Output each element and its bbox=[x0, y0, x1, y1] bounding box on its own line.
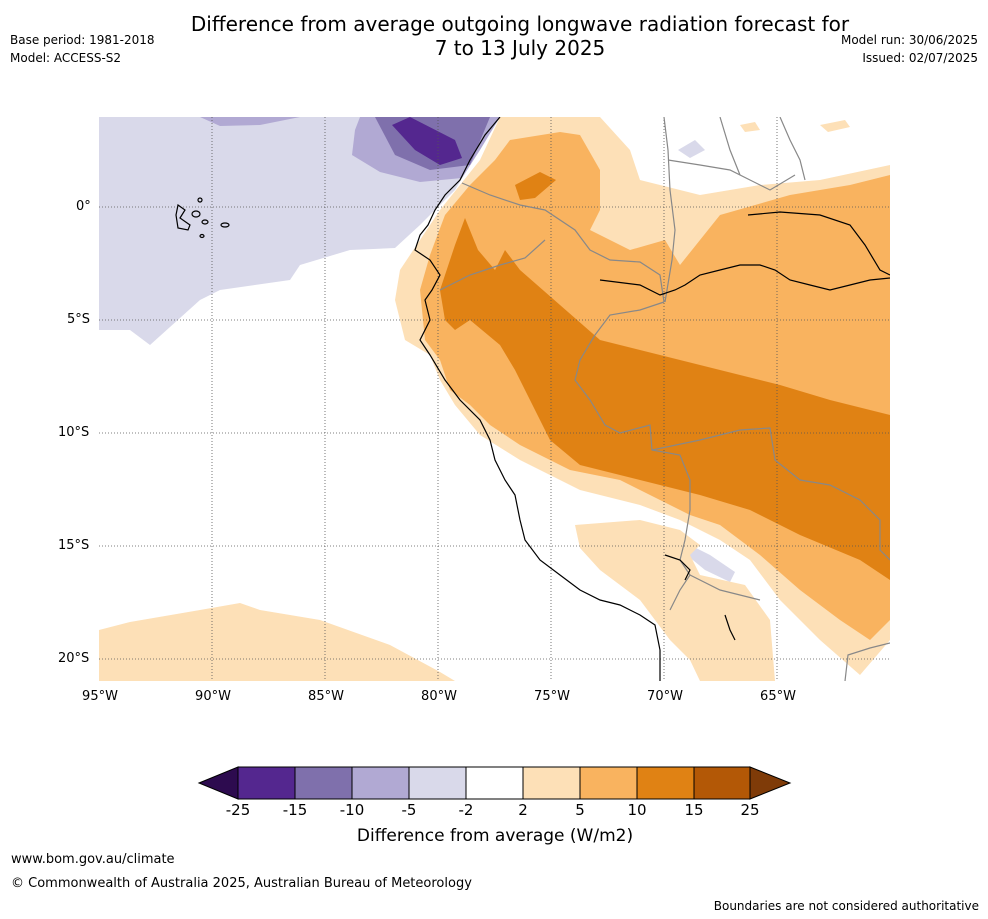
galapagos-islands bbox=[175, 197, 230, 239]
anomaly-positive-10-15-north bbox=[515, 172, 556, 200]
colorbar-title: Difference from average (W/m2) bbox=[356, 826, 634, 846]
anomaly-positive-10-15-main bbox=[440, 218, 890, 580]
website-link[interactable]: www.bom.gov.au/climate bbox=[11, 852, 175, 867]
coastlines bbox=[414, 117, 890, 681]
meta-right: Model run: 30/06/2025 Issued: 02/07/2025 bbox=[841, 31, 978, 67]
lon-label-85w: 85°W bbox=[308, 689, 344, 704]
colorbar-box-4 bbox=[408, 766, 467, 800]
model-run: Model run: 30/06/2025 bbox=[840, 33, 978, 47]
colorbar-label: -2 bbox=[458, 801, 474, 819]
colorbar bbox=[197, 766, 792, 800]
lat-label-15s: 15°S bbox=[58, 538, 90, 553]
anomaly-positive-2-5-small bbox=[740, 122, 760, 132]
disclaimer-text: Boundaries are not considered authoritat… bbox=[713, 899, 979, 913]
anomaly-negative-small-sw bbox=[688, 545, 735, 582]
anomaly-negative-north bbox=[200, 117, 300, 126]
anomaly-positive-2-5-southwest bbox=[99, 603, 455, 681]
colorbar-box-3 bbox=[351, 766, 410, 800]
lon-label-70w: 70°W bbox=[647, 689, 683, 704]
colorbar-box-2 bbox=[294, 766, 353, 800]
chart-title: Difference from average outgoing longwav… bbox=[150, 12, 890, 60]
colorbar-box-6 bbox=[522, 766, 581, 800]
lat-label-20s: 20°S bbox=[58, 651, 90, 666]
title-line-2: 7 to 13 July 2025 bbox=[434, 36, 606, 60]
lat-label-10s: 10°S bbox=[58, 425, 90, 440]
colorbar-label: -10 bbox=[339, 801, 365, 819]
lon-label-75w: 75°W bbox=[534, 689, 570, 704]
anomaly-negative-small-ne bbox=[678, 140, 705, 158]
model-name: Model: ACCESS-S2 bbox=[10, 51, 122, 65]
colorbar-label: 15 bbox=[684, 801, 704, 819]
title-line-1: Difference from average outgoing longwav… bbox=[190, 12, 850, 36]
colorbar-extend-high bbox=[749, 766, 792, 800]
colorbar-box-7 bbox=[579, 766, 638, 800]
base-period: Base period: 1981-2018 bbox=[10, 33, 155, 47]
colorbar-label: 25 bbox=[740, 801, 760, 819]
colorbar-label: 5 bbox=[575, 801, 585, 819]
graticule bbox=[99, 117, 890, 681]
meta-left: Base period: 1981-2018 Model: ACCESS-S2 bbox=[10, 31, 155, 67]
lon-label-80w: 80°W bbox=[421, 689, 457, 704]
lon-label-65w: 65°W bbox=[760, 689, 796, 704]
lon-label-95w: 95°W bbox=[82, 689, 118, 704]
colorbar-extend-low bbox=[197, 766, 239, 800]
colorbar-box-8 bbox=[636, 766, 695, 800]
colorbar-label: -15 bbox=[282, 801, 308, 819]
colorbar-label: 2 bbox=[518, 801, 528, 819]
colorbar-box-1 bbox=[237, 766, 296, 800]
issued-date: Issued: 02/07/2025 bbox=[862, 51, 978, 65]
colorbar-label: 10 bbox=[627, 801, 647, 819]
colorbar-label: -25 bbox=[225, 801, 251, 819]
colorbar-label: -5 bbox=[401, 801, 417, 819]
lat-label-0: 0° bbox=[76, 199, 91, 214]
country-boundaries bbox=[439, 117, 890, 681]
anomaly-negative-15-25 bbox=[392, 117, 462, 165]
map-area bbox=[99, 117, 890, 681]
lat-label-5s: 5°S bbox=[67, 312, 91, 327]
anomaly-positive-2-5-small-2 bbox=[820, 120, 850, 132]
colorbar-box-9 bbox=[693, 766, 751, 800]
lon-label-90w: 90°W bbox=[195, 689, 231, 704]
copyright-text: © Commonwealth of Australia 2025, Austra… bbox=[11, 876, 472, 891]
colorbar-box-5 bbox=[465, 766, 524, 800]
